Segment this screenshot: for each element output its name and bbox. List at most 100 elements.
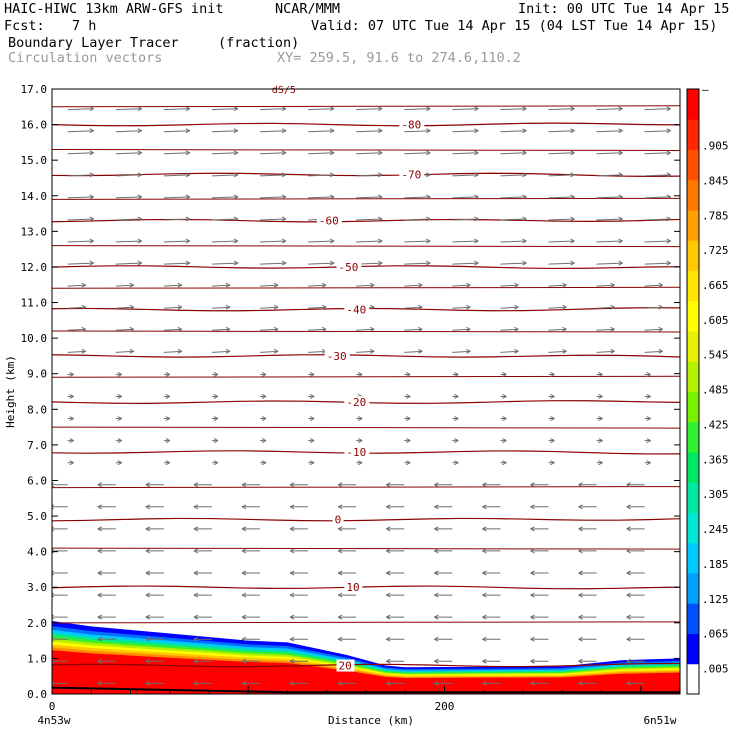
colorbar-segment (687, 603, 699, 634)
circulation-vector (596, 284, 615, 287)
circulation-vector (260, 240, 287, 243)
vector-head (233, 260, 239, 266)
colorbar-segment (687, 663, 699, 695)
vector-head (97, 482, 103, 488)
circulation-vector (548, 196, 575, 199)
vector-head (129, 282, 135, 288)
circulation-vector (308, 152, 335, 155)
vector-head (321, 304, 327, 310)
circulation-vector (548, 174, 575, 177)
vector-head (434, 614, 439, 620)
vector-head (418, 348, 423, 354)
vector-head (289, 482, 295, 488)
colorbar-segment (687, 240, 699, 271)
y-tick-label: 8.0 (27, 403, 47, 416)
colorbar-tick-label: .305 (702, 488, 729, 501)
circulation-vector (596, 196, 623, 199)
isotherm-label: -60 (319, 215, 339, 228)
vector-head (658, 282, 663, 288)
vector-head (618, 150, 623, 156)
vector-head (369, 282, 375, 288)
circulation-vector (115, 196, 142, 199)
vector-head (261, 394, 267, 399)
vector-head (426, 128, 431, 134)
vector-head (289, 658, 295, 664)
circulation-vector (356, 218, 383, 221)
vector-head (434, 482, 439, 488)
vector-head (281, 106, 287, 112)
vector-head (386, 680, 391, 686)
vector-head (530, 658, 535, 664)
isotherm-label: -30 (327, 350, 347, 363)
vector-head (117, 438, 123, 444)
vector-head (321, 326, 327, 332)
vector-head (550, 416, 555, 421)
isotherm-line (52, 197, 680, 200)
vector-head (666, 172, 671, 178)
circulation-vector (596, 262, 623, 265)
vector-head (185, 216, 191, 222)
vector-head (386, 570, 391, 576)
vector-head (626, 526, 631, 532)
isotherm-label: -70 (401, 168, 421, 181)
vector-head (289, 526, 295, 532)
isotherm-line (52, 662, 680, 668)
circulation-vector (163, 306, 182, 309)
plot-area (52, 105, 680, 694)
colorbar-segment (687, 210, 699, 241)
vector-head (129, 348, 135, 354)
x-right-label: 6n51w (643, 714, 676, 727)
circulation-vector (115, 328, 134, 331)
vector-head (193, 548, 199, 554)
vector-head (145, 570, 151, 576)
vector-head (386, 636, 391, 642)
vector-head (309, 438, 315, 444)
vector-head (522, 194, 527, 200)
vector-head (514, 348, 519, 354)
vector-head (273, 326, 279, 332)
isotherm-line (52, 486, 680, 489)
vector-head (309, 371, 315, 377)
vector-head (658, 348, 663, 354)
vector-head (357, 438, 363, 444)
vector-head (570, 194, 575, 200)
circulation-vector (356, 108, 383, 111)
circulation-vector (644, 218, 671, 221)
circulation-vector (500, 196, 527, 199)
vector-head (646, 416, 651, 421)
vector-head (618, 216, 623, 222)
vector-head (646, 438, 651, 444)
circulation-vector (596, 108, 623, 111)
vector-head (377, 172, 383, 178)
colorbar-segment (687, 331, 699, 362)
vector-head (426, 194, 431, 200)
circulation-vector (452, 174, 479, 177)
vector-head (482, 680, 487, 686)
vector-head (626, 570, 631, 576)
circulation-vector (644, 350, 663, 353)
vector-head (185, 260, 191, 266)
org-label: NCAR/MMM (275, 1, 341, 17)
vector-head (241, 570, 247, 576)
vector-head (225, 304, 231, 310)
vector-head (137, 216, 143, 222)
vector-head (598, 371, 603, 377)
vector-head (177, 326, 183, 332)
vector-head (145, 680, 151, 686)
circulation-vector (260, 174, 287, 177)
vector-head (502, 438, 507, 444)
vector-head (418, 304, 423, 310)
y-tick-label: 6.0 (27, 474, 47, 487)
circulation-vector (452, 262, 479, 265)
vector-head (502, 460, 507, 466)
top-fragment-label: dS/5 (272, 85, 296, 96)
circulation-vector (115, 262, 142, 265)
vector-head (426, 216, 431, 222)
vector-head (434, 504, 439, 510)
vector-head (233, 150, 239, 156)
isotherm-line (52, 375, 680, 378)
circulation-vector (211, 174, 238, 177)
vector-head (530, 504, 535, 510)
vector-head (281, 172, 287, 178)
vector-head (666, 216, 671, 222)
